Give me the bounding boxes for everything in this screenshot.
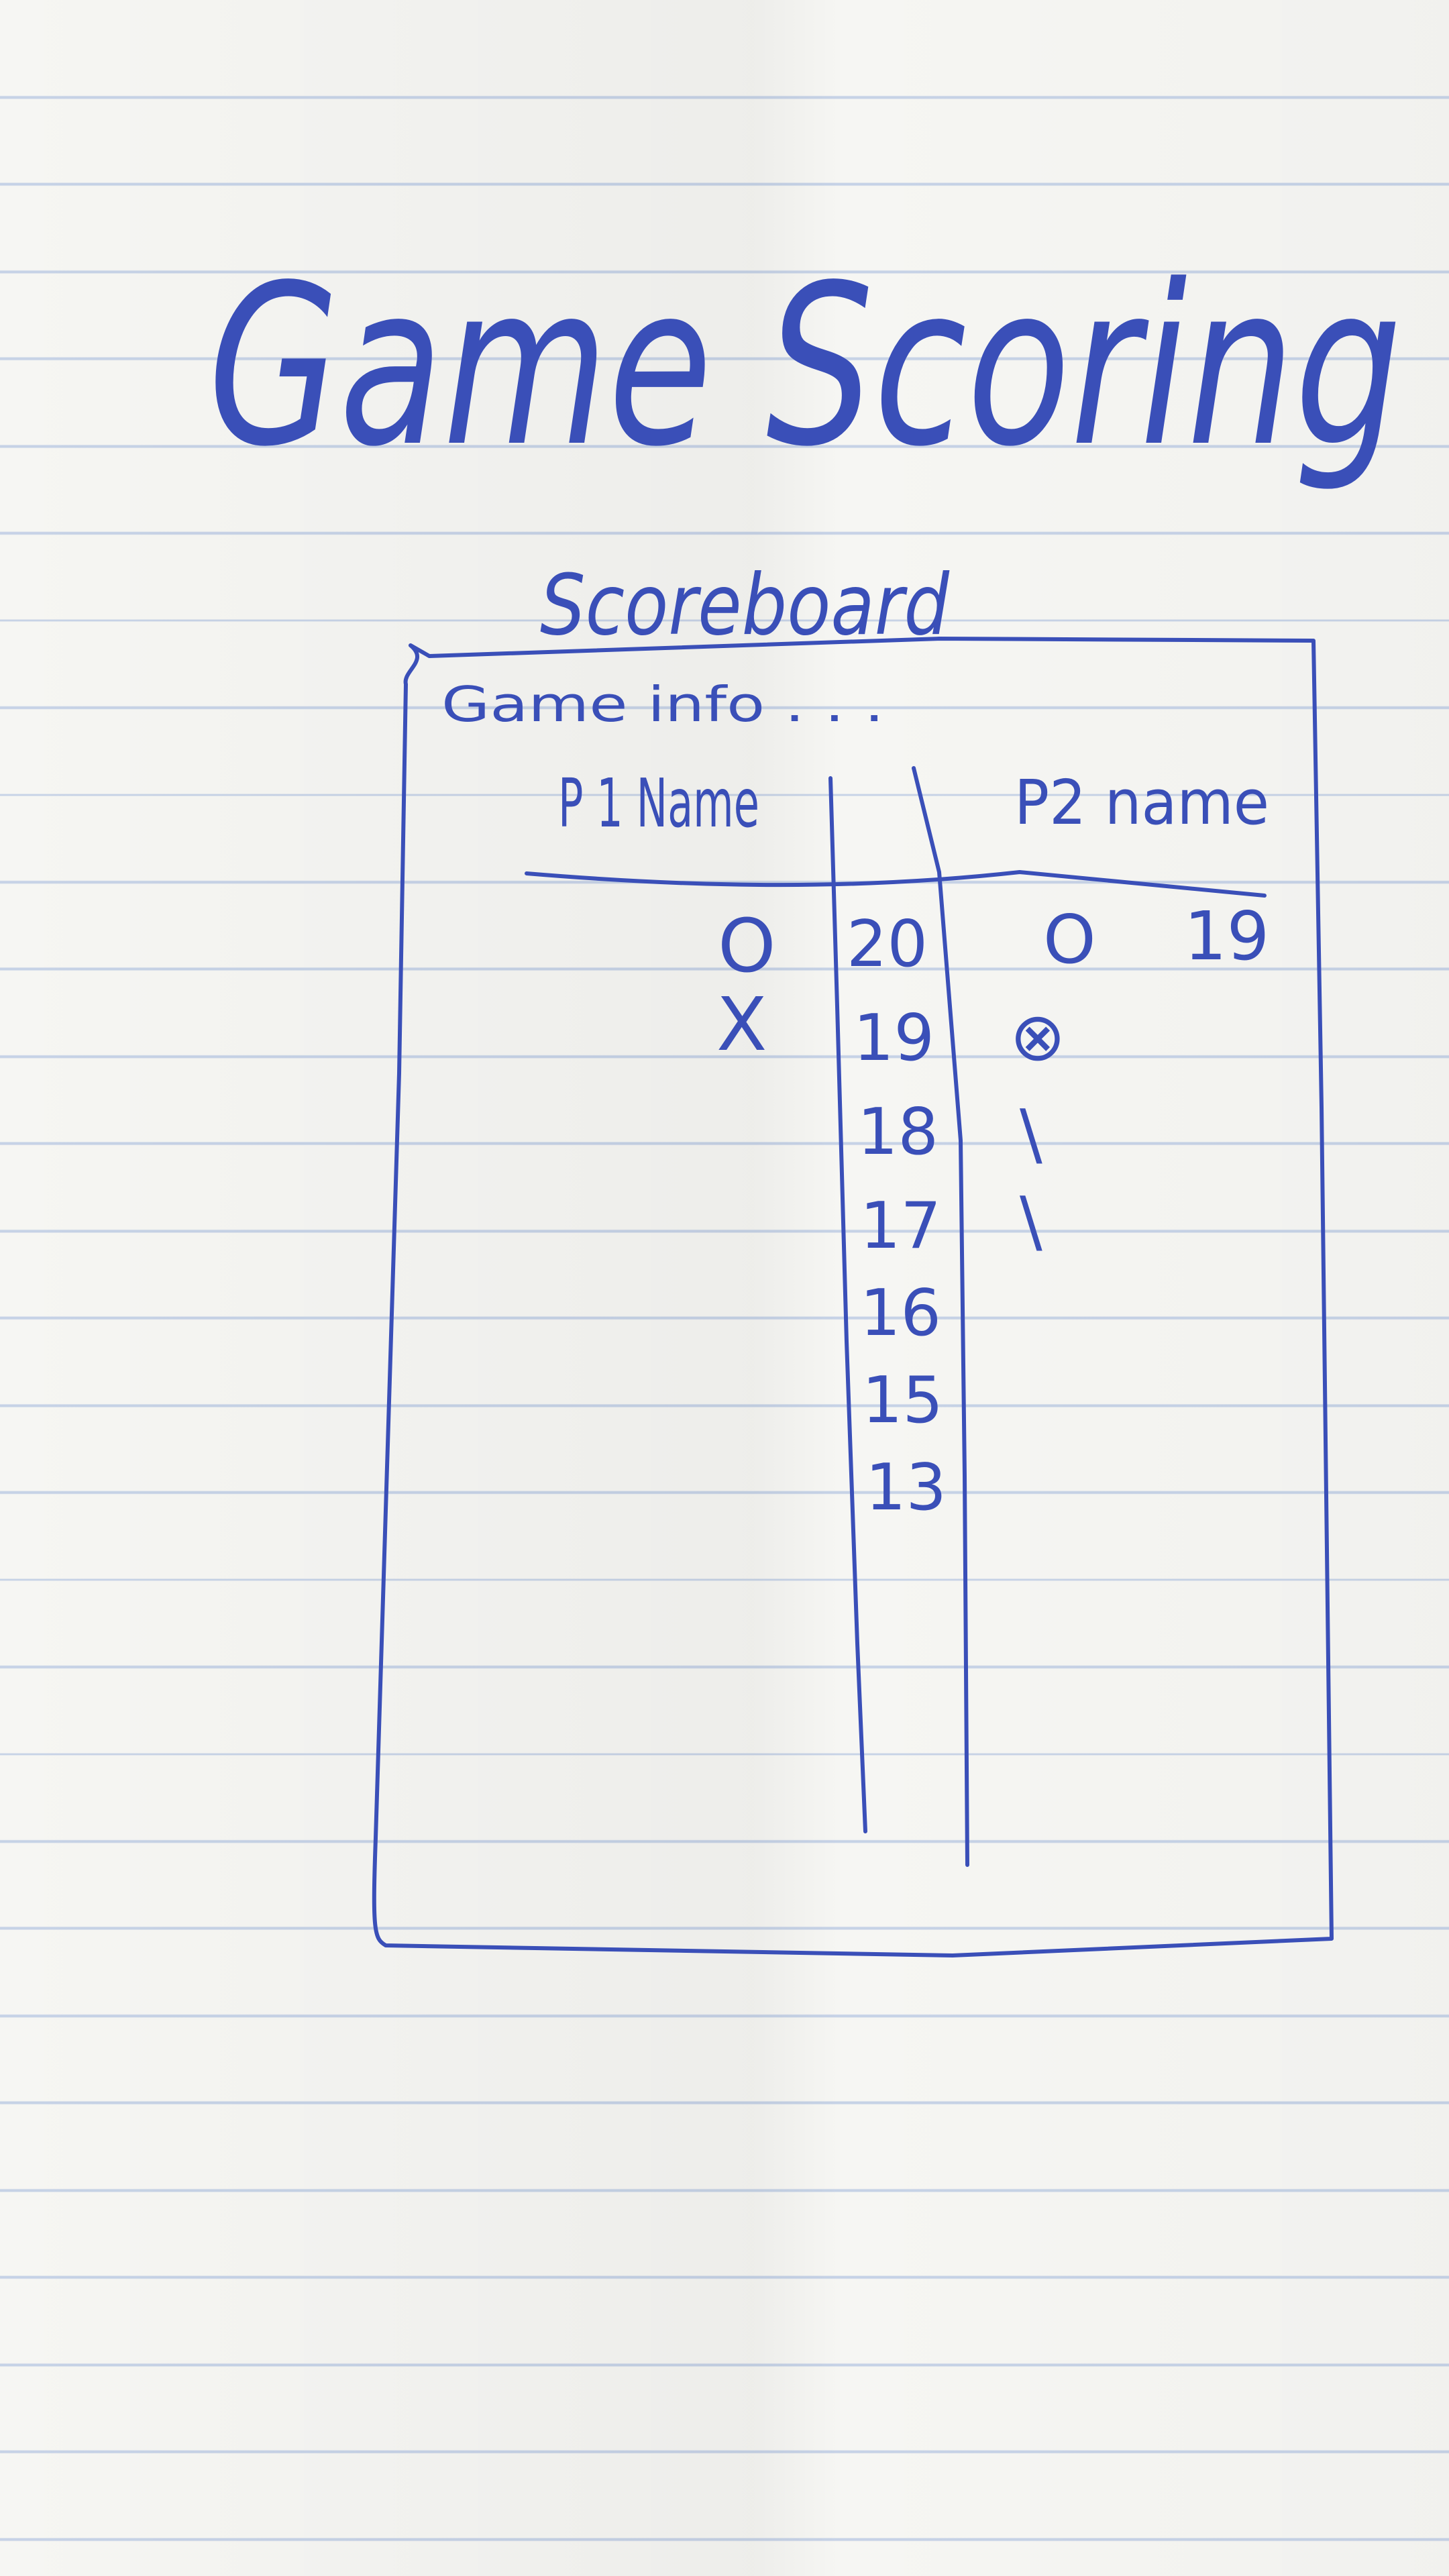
count-cell: 20 — [847, 908, 928, 981]
page-title: Game Scoring — [208, 237, 1402, 495]
count-cell: 16 — [860, 1277, 941, 1350]
header-divider — [525, 870, 1267, 898]
player2-mark: \ — [1020, 1182, 1042, 1260]
count-column-left-divider — [828, 776, 867, 1833]
scoreboard-game-info: Game info . . . — [441, 676, 884, 733]
player1-mark: O — [718, 903, 776, 989]
player2-name-header: P2 name — [1014, 767, 1269, 839]
count-cell: 18 — [857, 1095, 938, 1169]
player1-name-header: P 1 Name — [558, 764, 759, 843]
player1-mark: X — [716, 981, 767, 1067]
player2-mark: \ — [1020, 1095, 1042, 1173]
scoreboard-frame — [372, 637, 1334, 1957]
scoreboard-title: Scoreboard — [540, 557, 950, 654]
count-cell: 13 — [865, 1451, 947, 1525]
count-cell: 19 — [853, 1002, 934, 1075]
count-cell: 17 — [860, 1189, 941, 1263]
count-column-right-divider — [912, 766, 969, 1867]
player2-mark: O — [1043, 900, 1096, 979]
player2-mark: ⊗ — [1010, 998, 1066, 1076]
count-cell: 15 — [862, 1364, 943, 1438]
player2-score: 19 — [1184, 897, 1269, 975]
